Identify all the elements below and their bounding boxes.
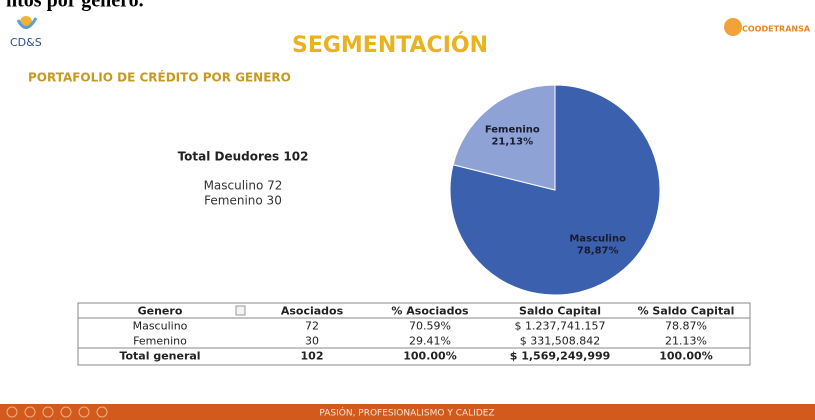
pie-slice — [449, 84, 661, 296]
table-cell: Masculino — [133, 320, 188, 333]
table-cell: 29.41% — [409, 335, 451, 348]
slice-label: Femenino — [485, 124, 540, 135]
table-cell: 78.87% — [665, 320, 707, 333]
header-cell: Genero — [138, 305, 183, 318]
logo-left: CD&S — [10, 36, 42, 49]
table-cell: Total general — [119, 350, 200, 363]
header-cell: % Asociados — [391, 305, 469, 318]
logo-icon — [724, 18, 742, 36]
footer-text: PASIÓN, PROFESIONALISMO Y CALIDEZ — [319, 407, 494, 419]
table: Genero Asociados % Asociados Saldo Capital%… — [77, 302, 751, 366]
pie-slice — [452, 84, 556, 191]
table-border — [77, 302, 751, 366]
summary-line: Femenino 30 — [204, 194, 282, 208]
table-cell: 30 — [305, 335, 319, 348]
table-cell: 21.13% — [665, 335, 707, 348]
logo-right: COODETRANSA — [742, 25, 811, 34]
subtitle: PORTAFOLIO DE CRÉDITO POR GENERO — [28, 70, 291, 85]
table-cell: 102 — [301, 350, 324, 363]
footer-bar — [0, 404, 815, 420]
footer-icons — [6, 406, 108, 418]
table-cell: $ 331,508.842 — [520, 335, 600, 348]
filter-icon — [235, 305, 246, 316]
table-cell: $ 1.237,741.157 — [515, 320, 606, 333]
table-cell: $ 1,569,249,999 — [510, 350, 611, 363]
table-cell: 100.00% — [659, 350, 712, 363]
slice-label: Masculino — [569, 234, 626, 245]
table-cell: 100.00% — [403, 350, 456, 363]
header-text: ntos por genero. — [6, 0, 144, 12]
logo-icon — [16, 17, 38, 29]
table-cell: 70.59% — [409, 320, 451, 333]
table-cell: 72 — [305, 320, 319, 333]
slice-value: 21,13% — [491, 136, 533, 147]
title: SEGMENTACIÓN — [292, 32, 488, 58]
header-cell: % Saldo Capital — [638, 305, 735, 318]
summary-line: Masculino 72 — [204, 179, 283, 193]
summary-total: Total Deudores 102 — [178, 150, 309, 164]
header-cell: Saldo Capital — [519, 305, 601, 318]
slice-value: 78,87% — [577, 246, 619, 257]
table-cell: Femenino — [133, 335, 187, 348]
header-cell: Asociados — [281, 305, 344, 318]
